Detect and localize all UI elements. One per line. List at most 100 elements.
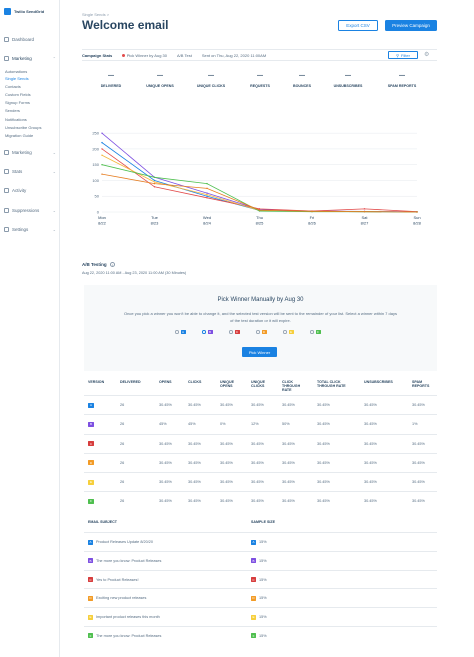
version-badge-f: F (315, 330, 321, 334)
version-radio-e[interactable]: E (283, 330, 304, 334)
table-cell: 30.45% (364, 441, 377, 446)
metric-label: REQUESTS (250, 84, 270, 88)
table-row: C Yes to Product Releases! C 15% (84, 569, 437, 589)
breadcrumb-link[interactable]: Single Sends (82, 12, 106, 17)
sidebar-subitem-migration-guide[interactable]: Migration Guide (5, 133, 34, 138)
table-cell: 26 (120, 480, 125, 485)
filter-button[interactable]: ⚲ Filter (388, 51, 418, 59)
version-badge: D (88, 460, 94, 466)
column-header: SPAM REPORTS (412, 380, 430, 389)
version-radio-f[interactable]: F (310, 330, 331, 334)
sidebar-item-activity[interactable]: Activity (4, 188, 56, 193)
version-badge: F (88, 633, 93, 639)
radio-button[interactable] (256, 330, 260, 334)
table-cell: 30.45% (364, 422, 377, 427)
table-cell: 30.45% (220, 460, 233, 465)
filter-icon: ⚲ (396, 52, 400, 58)
data-point (153, 186, 156, 188)
metric-unique-opens: — UNIQUE OPENS (135, 73, 185, 88)
metric-label: UNIQUE CLICKS (196, 84, 226, 88)
sidebar-item-marketing[interactable]: Marketing ⌃ (4, 56, 56, 61)
metric-value: — (157, 73, 163, 79)
sidebar-subitem-notifications[interactable]: Notifications (5, 117, 27, 122)
chevron-down-icon: ⌄ (52, 169, 56, 174)
table-cell: 26 (120, 441, 125, 446)
version-badge: E (88, 614, 93, 620)
sidebar-subitem-contacts[interactable]: Contacts (5, 84, 21, 89)
preview-campaign-button[interactable]: Preview Campaign (385, 20, 437, 31)
sidebar-item-label: Settings (12, 227, 29, 232)
pick-winner-link[interactable]: Pick Winner by Aug 30 (122, 53, 167, 58)
table-cell: 30.45% (317, 499, 330, 504)
pick-winner-button[interactable]: Pick Winner (242, 347, 277, 357)
chevron-down-icon: ⌄ (52, 227, 56, 232)
table-cell: 30.45% (159, 499, 172, 504)
radio-button[interactable] (310, 330, 314, 334)
brand[interactable]: Twilio SendGrid (4, 8, 44, 15)
email-subject: The more you know: Product Releases (96, 633, 162, 638)
data-point (153, 181, 156, 183)
table-row: D Exciting new product releases D 15% (84, 588, 437, 607)
y-tick-label: 100 (92, 178, 99, 183)
table-cell: 30.45% (188, 460, 201, 465)
column-header: TOTAL CLICK THROUGH RATE (317, 380, 346, 389)
data-point (311, 210, 313, 213)
series-line-5 (101, 164, 418, 213)
version-radio-d[interactable]: D (256, 330, 277, 334)
export-csv-button[interactable]: Export CSV (338, 20, 378, 31)
version-radio-b[interactable]: B (202, 330, 223, 334)
table-cell: 30.45% (282, 441, 295, 446)
sidebar-subitem-senders[interactable]: Senders (5, 108, 20, 113)
version-badge: E (88, 479, 94, 485)
radio-button[interactable] (229, 330, 233, 334)
sidebar-item-settings[interactable]: Settings ⌄ (4, 227, 56, 232)
table-cell: 30.45% (317, 403, 330, 407)
breadcrumb[interactable]: Single Sends > (82, 12, 109, 17)
data-point (206, 192, 208, 194)
table-cell: 30.45% (412, 480, 425, 485)
data-point (101, 173, 103, 175)
table-cell: 30.45% (188, 499, 201, 504)
version-radio-c[interactable]: C (229, 330, 250, 334)
metric-value: — (399, 73, 405, 79)
series-line-4 (101, 154, 418, 213)
pick-winner-label: Pick Winner by Aug 30 (126, 52, 167, 58)
sidebar-item-stats[interactable]: Stats ⌄ (4, 169, 56, 174)
sidebar-subitem-signup-forms[interactable]: Signup Forms (5, 100, 30, 105)
table-cell: 12% (251, 422, 259, 427)
email-subject-table: EMAIL SUBJECT SAMPLE SIZE A Product Relea… (84, 516, 437, 645)
chevron-down-icon: ⌄ (52, 150, 56, 155)
ab-test-dates: Aug 22, 2020 11:00 AM - Aug 23, 2020 11:… (82, 271, 187, 275)
info-icon[interactable]: i (109, 262, 115, 268)
sidebar-subitem-single-sends[interactable]: Single Sends (5, 76, 29, 81)
column-header: UNIQUE CLICKS (251, 380, 265, 389)
sidebar-subitem-unsubscribe-groups[interactable]: Unsubscribe Groups (5, 125, 42, 130)
data-point (153, 179, 156, 182)
table-row: F 26 30.45% 30.45% 30.45% 30.45% 30.45% 30.45% 3… (84, 491, 437, 510)
sidebar-item-marketing-2[interactable]: Marketing ⌄ (4, 150, 56, 155)
radio-button[interactable] (202, 330, 206, 334)
sidebar-item-label: Marketing (12, 56, 32, 61)
settings-gear-icon[interactable]: ⚙ (424, 52, 430, 58)
version-badge-e: E (288, 330, 294, 334)
data-point (416, 211, 418, 213)
data-point (206, 193, 208, 196)
sidebar-subitem-automations[interactable]: Automations (5, 69, 28, 74)
email-subject: Exciting new product releases (96, 596, 147, 601)
sample-size: 15% (259, 596, 267, 601)
table-row: A 26 30.45% 30.45% 30.45% 30.45% 30.45% 30.45% 3… (84, 395, 437, 414)
sidebar-subitem-custom-fields[interactable]: Custom Fields (5, 92, 31, 97)
sidebar-item-dashboard[interactable]: Dashboard (4, 37, 56, 42)
metric-label: UNSUBSCRIBES (333, 84, 363, 88)
version-badge: C (88, 577, 93, 583)
table-cell: 30.45% (251, 460, 264, 465)
table-cell: 30.45% (159, 441, 172, 446)
radio-button[interactable] (175, 330, 179, 334)
version-radio-a[interactable]: A (175, 330, 196, 334)
megaphone-icon (4, 150, 9, 155)
table-cell: 30.45% (282, 460, 295, 465)
radio-button[interactable] (283, 330, 287, 334)
version-badge: F (251, 633, 256, 639)
pick-winner-panel: Pick Winner Manually by Aug 30 Once you … (84, 285, 437, 371)
sidebar-item-suppressions[interactable]: Suppressions ⌄ (4, 208, 56, 213)
